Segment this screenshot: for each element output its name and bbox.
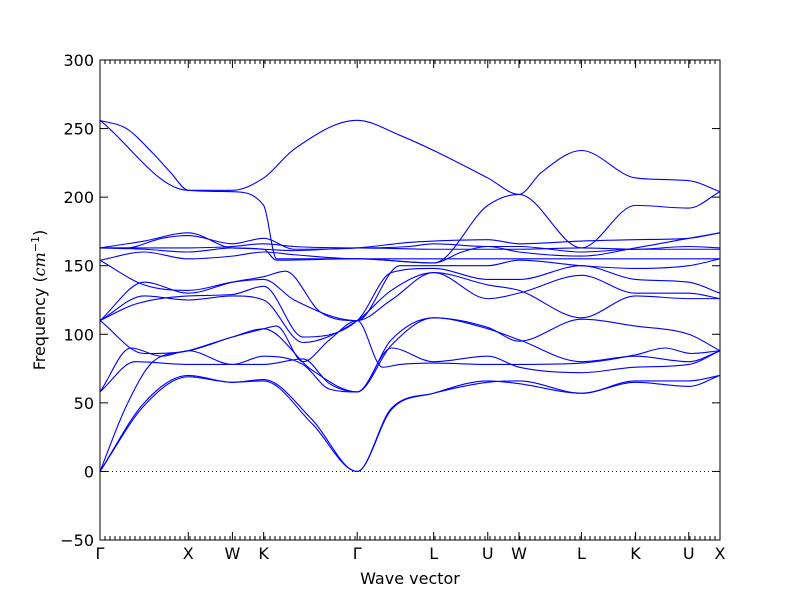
x-tick-label: Γ [353, 544, 362, 563]
band-line [100, 120, 720, 194]
band-line [100, 266, 720, 337]
x-tick-label: W [224, 544, 240, 563]
band-line [100, 273, 720, 343]
y-tick-label: −50 [60, 531, 94, 550]
x-tick-label: K [258, 544, 269, 563]
x-axis-title: Wave vector [360, 569, 460, 588]
y-tick-label: 250 [63, 120, 94, 139]
band-line [100, 120, 720, 263]
phonon-bands [100, 120, 720, 471]
y-tick-label: 50 [74, 394, 94, 413]
band-line [100, 375, 720, 471]
y-axis-title: Frequency (cm−1) [29, 230, 49, 371]
band-line [100, 321, 720, 472]
band-line [100, 318, 720, 392]
x-tick-label: Γ [96, 544, 105, 563]
x-tick-label: W [511, 544, 527, 563]
x-tick-label: L [577, 544, 586, 563]
band-line [100, 259, 720, 321]
band-line [100, 348, 720, 392]
band-line [100, 244, 720, 252]
x-tick-label: K [630, 544, 641, 563]
x-tick-label: X [183, 544, 194, 563]
x-tick-label: U [683, 544, 695, 563]
y-tick-label: 200 [63, 188, 94, 207]
band-line [100, 375, 720, 471]
y-tick-label: 100 [63, 325, 94, 344]
band-line [100, 252, 720, 260]
y-tick-label: 300 [63, 51, 94, 70]
x-tick-label: U [482, 544, 494, 563]
x-tick-label: L [429, 544, 438, 563]
x-tick-label: X [715, 544, 726, 563]
band-line [100, 318, 720, 392]
y-tick-label: 150 [63, 257, 94, 276]
y-tick-label: 0 [84, 462, 94, 481]
